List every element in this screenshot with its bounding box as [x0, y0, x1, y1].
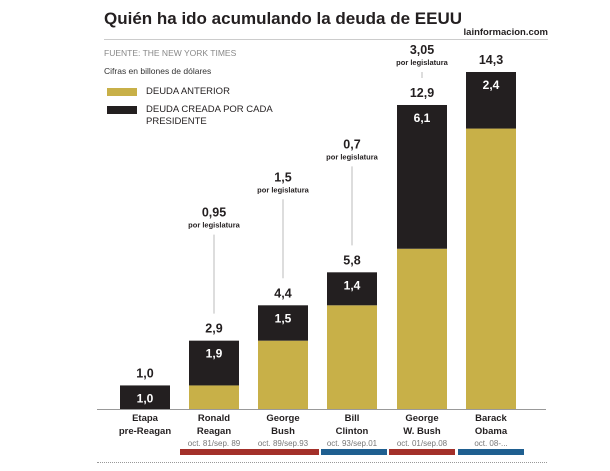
- category-label: Reagan: [197, 426, 232, 437]
- brand: lainformacion.com: [463, 27, 548, 38]
- category-label: Bill: [345, 413, 360, 424]
- bar-prior-debt: [327, 305, 377, 409]
- per-term-value: 1,5: [274, 170, 291, 184]
- party-stripe-republican: [389, 449, 455, 455]
- total-label: 4,4: [274, 286, 291, 300]
- category-label: Bush: [271, 426, 295, 437]
- bottom-divider: [97, 462, 547, 463]
- period-label: oct. 08-...: [474, 439, 507, 448]
- category-label: pre-Reagan: [119, 426, 171, 437]
- created-label: 2,4: [483, 78, 500, 92]
- per-term-label: por legislatura: [396, 58, 449, 67]
- bar-prior-debt: [189, 385, 239, 409]
- created-label: 1,4: [344, 278, 361, 292]
- bar-created-debt: [397, 104, 447, 249]
- bar-created-debt: [327, 272, 377, 306]
- category-label: George: [405, 413, 438, 424]
- category-label: W. Bush: [403, 426, 441, 437]
- bar-created-debt: [120, 385, 170, 409]
- total-label: 2,9: [205, 322, 222, 336]
- bar-prior-debt: [397, 248, 447, 409]
- legend-label-created: DEUDA CREADA POR CADA PRESIDENTE: [146, 104, 273, 127]
- party-stripe-republican: [180, 449, 319, 455]
- units-label: Cifras en billones de dólares: [104, 66, 212, 76]
- party-stripe-democrat: [458, 449, 524, 455]
- category-label: Ronald: [198, 413, 230, 424]
- bar-prior-debt: [466, 128, 516, 409]
- category-label: Clinton: [336, 426, 369, 437]
- per-term-label: por legislatura: [188, 221, 241, 230]
- period-label: oct. 01/sep.08: [397, 439, 448, 448]
- bar-created-debt: [466, 72, 516, 129]
- category-label: George: [266, 413, 299, 424]
- bar-prior-debt: [258, 340, 308, 409]
- category-label: Barack: [475, 413, 507, 424]
- per-term-value: 0,95: [202, 206, 226, 220]
- bar-created-debt: [258, 305, 308, 341]
- per-term-label: por legislatura: [257, 185, 310, 194]
- category-label: Etapa: [132, 413, 159, 424]
- legend-swatch-created: [107, 106, 137, 114]
- total-label: 12,9: [410, 86, 434, 100]
- created-label: 1,9: [206, 347, 223, 361]
- legend-swatch-prior: [107, 88, 137, 96]
- title-divider: [104, 39, 548, 40]
- period-label: oct. 93/sep.01: [327, 439, 378, 448]
- total-label: 5,8: [343, 253, 360, 267]
- total-label: 1,0: [136, 366, 153, 380]
- created-label: 1,5: [275, 311, 292, 325]
- category-label: Obama: [475, 426, 508, 437]
- per-term-value: 0,7: [343, 137, 360, 151]
- period-label: oct. 89/sep.93: [258, 439, 309, 448]
- chart-title: Quién ha ido acumulando la deuda de EEUU: [104, 9, 462, 28]
- source: FUENTE: THE NEW YORK TIMES: [104, 48, 237, 58]
- created-label: 6,1: [414, 111, 431, 125]
- created-label: 1,0: [137, 391, 154, 405]
- total-label: 14,3: [479, 53, 503, 67]
- bar-created-debt: [189, 340, 239, 386]
- party-stripe-democrat: [321, 449, 387, 455]
- per-term-label: por legislatura: [326, 152, 379, 161]
- per-term-value: 3,05: [410, 43, 434, 57]
- legend-label-prior: DEUDA ANTERIOR: [146, 86, 230, 97]
- period-label: oct. 81/sep. 89: [188, 439, 241, 448]
